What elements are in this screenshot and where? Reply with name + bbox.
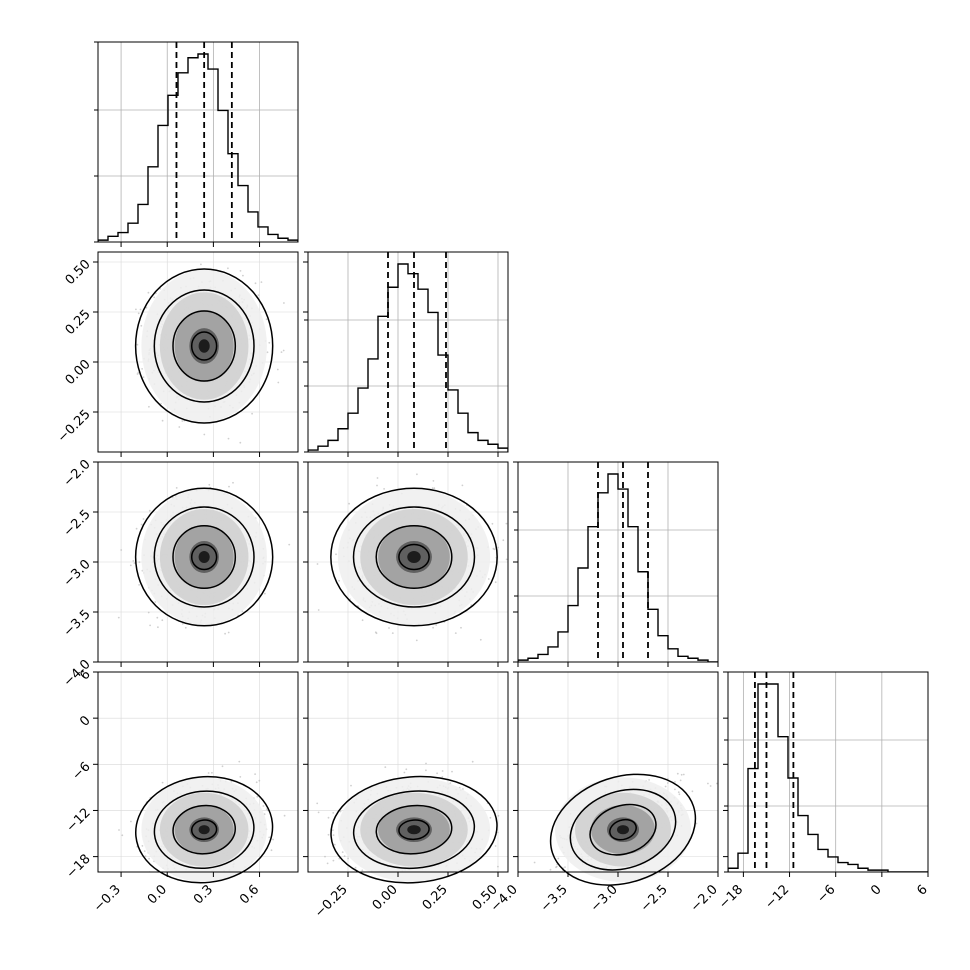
density-bins	[555, 777, 691, 882]
y-tick-label: 0.50	[63, 257, 94, 288]
density-bins	[337, 777, 491, 882]
contour-2	[172, 525, 237, 589]
panel-frame	[307, 251, 509, 453]
panel-frame	[727, 671, 929, 873]
contour-0	[134, 487, 274, 627]
panel-frame	[97, 251, 299, 453]
contour-3	[398, 819, 430, 841]
contour-3	[190, 543, 218, 571]
hist-1	[308, 263, 508, 452]
contour-2	[375, 525, 453, 589]
contour-3	[609, 818, 637, 841]
contour-0	[330, 487, 498, 627]
panel-2-1	[303, 461, 509, 667]
x-tick-label: −0.3	[91, 882, 124, 915]
y-tick-label: −2.0	[61, 457, 94, 490]
x-tick-label: 0	[868, 882, 884, 898]
panel-1-1	[303, 251, 509, 457]
x-tick-label: −18	[716, 882, 746, 912]
y-tick-label: −18	[64, 852, 94, 882]
contour-3	[398, 543, 430, 571]
density-bins	[141, 489, 267, 625]
panel-frame	[97, 41, 299, 243]
contour-1	[153, 289, 255, 403]
contour-0	[134, 268, 274, 424]
panel-3-3: −18 −12 −6 0 6	[716, 671, 931, 912]
panel-2-0: −4.0−3.5−3.0−2.5−2.0	[61, 457, 299, 690]
contour-1	[352, 790, 476, 870]
x-tick-label: −0.25	[312, 882, 351, 921]
y-tick-label: −3.0	[61, 557, 94, 590]
contour-2	[375, 804, 453, 855]
x-tick-label: 6	[914, 882, 930, 898]
panel-0-0	[94, 41, 299, 247]
x-tick-label: 0.25	[420, 882, 451, 913]
contour-1	[352, 506, 476, 608]
contour-2	[172, 310, 237, 382]
hist-0	[98, 53, 298, 242]
density-bins	[141, 269, 267, 423]
x-tick-label: −2.5	[638, 882, 671, 915]
panel-3-0: −0.3 0.0 0.3 0.6−18−12−606	[64, 667, 299, 915]
x-tick-label: 0.00	[370, 882, 401, 913]
x-tick-label: −12	[762, 882, 792, 912]
contour-1	[153, 506, 255, 608]
contour-3	[190, 819, 218, 841]
y-tick-label: −6	[69, 759, 93, 783]
x-tick-label: 0.0	[145, 882, 170, 907]
contour-1	[569, 788, 677, 871]
panel-3-1: −0.25 0.00 0.25 0.50	[303, 671, 509, 921]
contour-2	[172, 804, 236, 855]
panel-frame	[307, 671, 509, 873]
hist-2	[518, 473, 718, 662]
panel-2-2	[513, 461, 719, 667]
x-tick-label: −3.0	[588, 882, 621, 915]
panel-frame	[97, 671, 299, 873]
y-tick-label: 0.25	[63, 307, 94, 338]
y-tick-label: −12	[64, 806, 94, 836]
contour-0	[549, 773, 697, 886]
contour-3	[190, 331, 218, 361]
contour-0	[135, 775, 274, 884]
hist-3	[728, 683, 928, 872]
x-tick-label: −3.5	[538, 882, 571, 915]
contour-1	[153, 790, 255, 870]
y-tick-label: −2.5	[61, 507, 94, 540]
y-tick-label: 0.00	[63, 357, 94, 388]
y-tick-label: 0	[77, 713, 93, 729]
x-tick-label: 0.6	[237, 882, 262, 907]
x-tick-label: −6	[814, 882, 838, 906]
x-tick-label: −2.0	[688, 882, 721, 915]
y-tick-label: −3.5	[61, 607, 94, 640]
density-bins	[337, 489, 491, 625]
density-bins	[141, 777, 267, 882]
contour-0	[330, 775, 498, 884]
panel-1-0: −0.25 0.00 0.25 0.50	[55, 251, 299, 457]
y-tick-label: −0.25	[55, 407, 94, 446]
x-tick-label: 0.3	[191, 882, 216, 907]
panel-3-2: −4.0 −3.5 −3.0 −2.5 −2.0	[488, 671, 721, 915]
contour-2	[589, 803, 657, 856]
